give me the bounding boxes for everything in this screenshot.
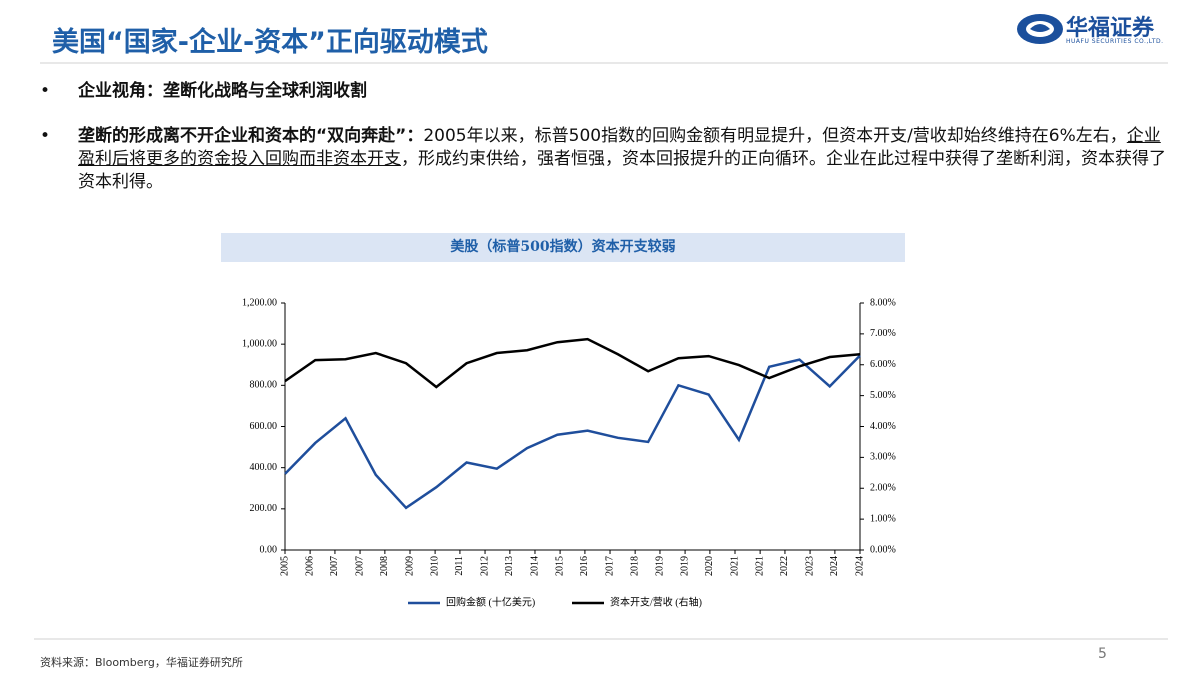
x-tick-label: 2014	[529, 556, 540, 576]
x-tick-label: 2024	[829, 556, 840, 576]
x-tick-label: 2016	[579, 556, 590, 576]
line-series	[284, 337, 861, 389]
bullet: • 垄断的形成离不开企业和资本的“双向奔赴”：2005年以来，标普500指数的回…	[40, 126, 1166, 192]
x-tick-label: 2007	[329, 556, 340, 576]
x-tick-label: 2024	[854, 556, 865, 576]
y-tick-label: 800.00	[250, 380, 278, 391]
legend-label: 回购金额 (十亿美元)	[446, 595, 535, 608]
x-tick-label: 2018	[629, 556, 640, 576]
y2-tick-label: 4.00%	[870, 421, 896, 432]
x-tick-label: 2008	[379, 556, 390, 576]
y2-tick-label: 0.00%	[870, 544, 896, 555]
x-tick-label: 2015	[554, 556, 565, 576]
bullet-text: 企业视角：垄断化战略与全球利润收割	[78, 81, 367, 101]
y2-tick-label: 2.00%	[870, 483, 896, 494]
y2-tick-label: 8.00%	[870, 297, 896, 308]
y2-tick-label: 1.00%	[870, 513, 896, 524]
y2-tick-label: 7.00%	[870, 328, 896, 339]
x-tick-label: 2019	[679, 556, 690, 576]
source-note: 资料来源：Bloomberg，华福证券研究所	[40, 656, 243, 669]
x-tick-label: 2017	[604, 556, 615, 576]
x-tick-label: 2007	[354, 556, 365, 576]
line-series	[284, 354, 861, 510]
bullet-bold: 垄断的形成离不开企业和资本的“双向奔赴”：	[78, 126, 424, 146]
y-tick-label: 0.00	[260, 544, 278, 555]
y2-tick-label: 6.00%	[870, 359, 896, 370]
bullet-underline: 企业盈利后将更多的资金投入回购而非资本开支	[78, 126, 1161, 169]
y-tick-label: 600.00	[250, 421, 278, 432]
x-tick-label: 2006	[304, 556, 315, 576]
y-tick-label: 200.00	[250, 503, 278, 514]
x-tick-label: 2009	[404, 556, 415, 576]
x-tick-label: 2005	[279, 556, 290, 576]
logo-text: 华福证券	[1066, 15, 1155, 41]
slide-title: 美国“国家-企业-资本”正向驱动模式	[52, 27, 488, 58]
legend-label: 资本开支/营收 (右轴)	[610, 595, 702, 608]
bullet-text: ，形成约束供给，强者恒强，资本回报提升的正向循环。企业在此过程中获得了垄断利润，…	[78, 149, 1166, 192]
x-tick-label: 2021	[729, 556, 740, 576]
x-tick-label: 2010	[429, 556, 440, 576]
x-tick-label: 2022	[779, 556, 790, 576]
x-tick-label: 2012	[479, 556, 490, 576]
y2-tick-label: 3.00%	[870, 452, 896, 463]
logo-icon	[1017, 14, 1063, 44]
y-tick-label: 1,000.00	[242, 338, 277, 349]
y-tick-label: 1,200.00	[242, 297, 277, 308]
x-tick-label: 2011	[454, 556, 465, 576]
logo-subtext: HUAFU SECURITIES CO.,LTD.	[1066, 38, 1164, 45]
y2-tick-label: 5.00%	[870, 390, 896, 401]
chart-title: 美股（标普500指数）资本开支较弱	[221, 233, 905, 262]
bullet-text: 2005年以来，标普500指数的回购金额有明显提升，但资本开支/营收却始终维持在…	[423, 126, 1127, 146]
x-tick-label: 2020	[704, 556, 715, 576]
x-tick-label: 2021	[754, 556, 765, 576]
x-tick-label: 2019	[654, 556, 665, 576]
page-number: 5	[1098, 646, 1107, 662]
y-tick-label: 400.00	[250, 462, 278, 473]
bullet: • 企业视角：垄断化战略与全球利润收割	[40, 80, 1170, 103]
x-tick-label: 2023	[804, 556, 815, 576]
x-tick-label: 2013	[504, 556, 515, 576]
